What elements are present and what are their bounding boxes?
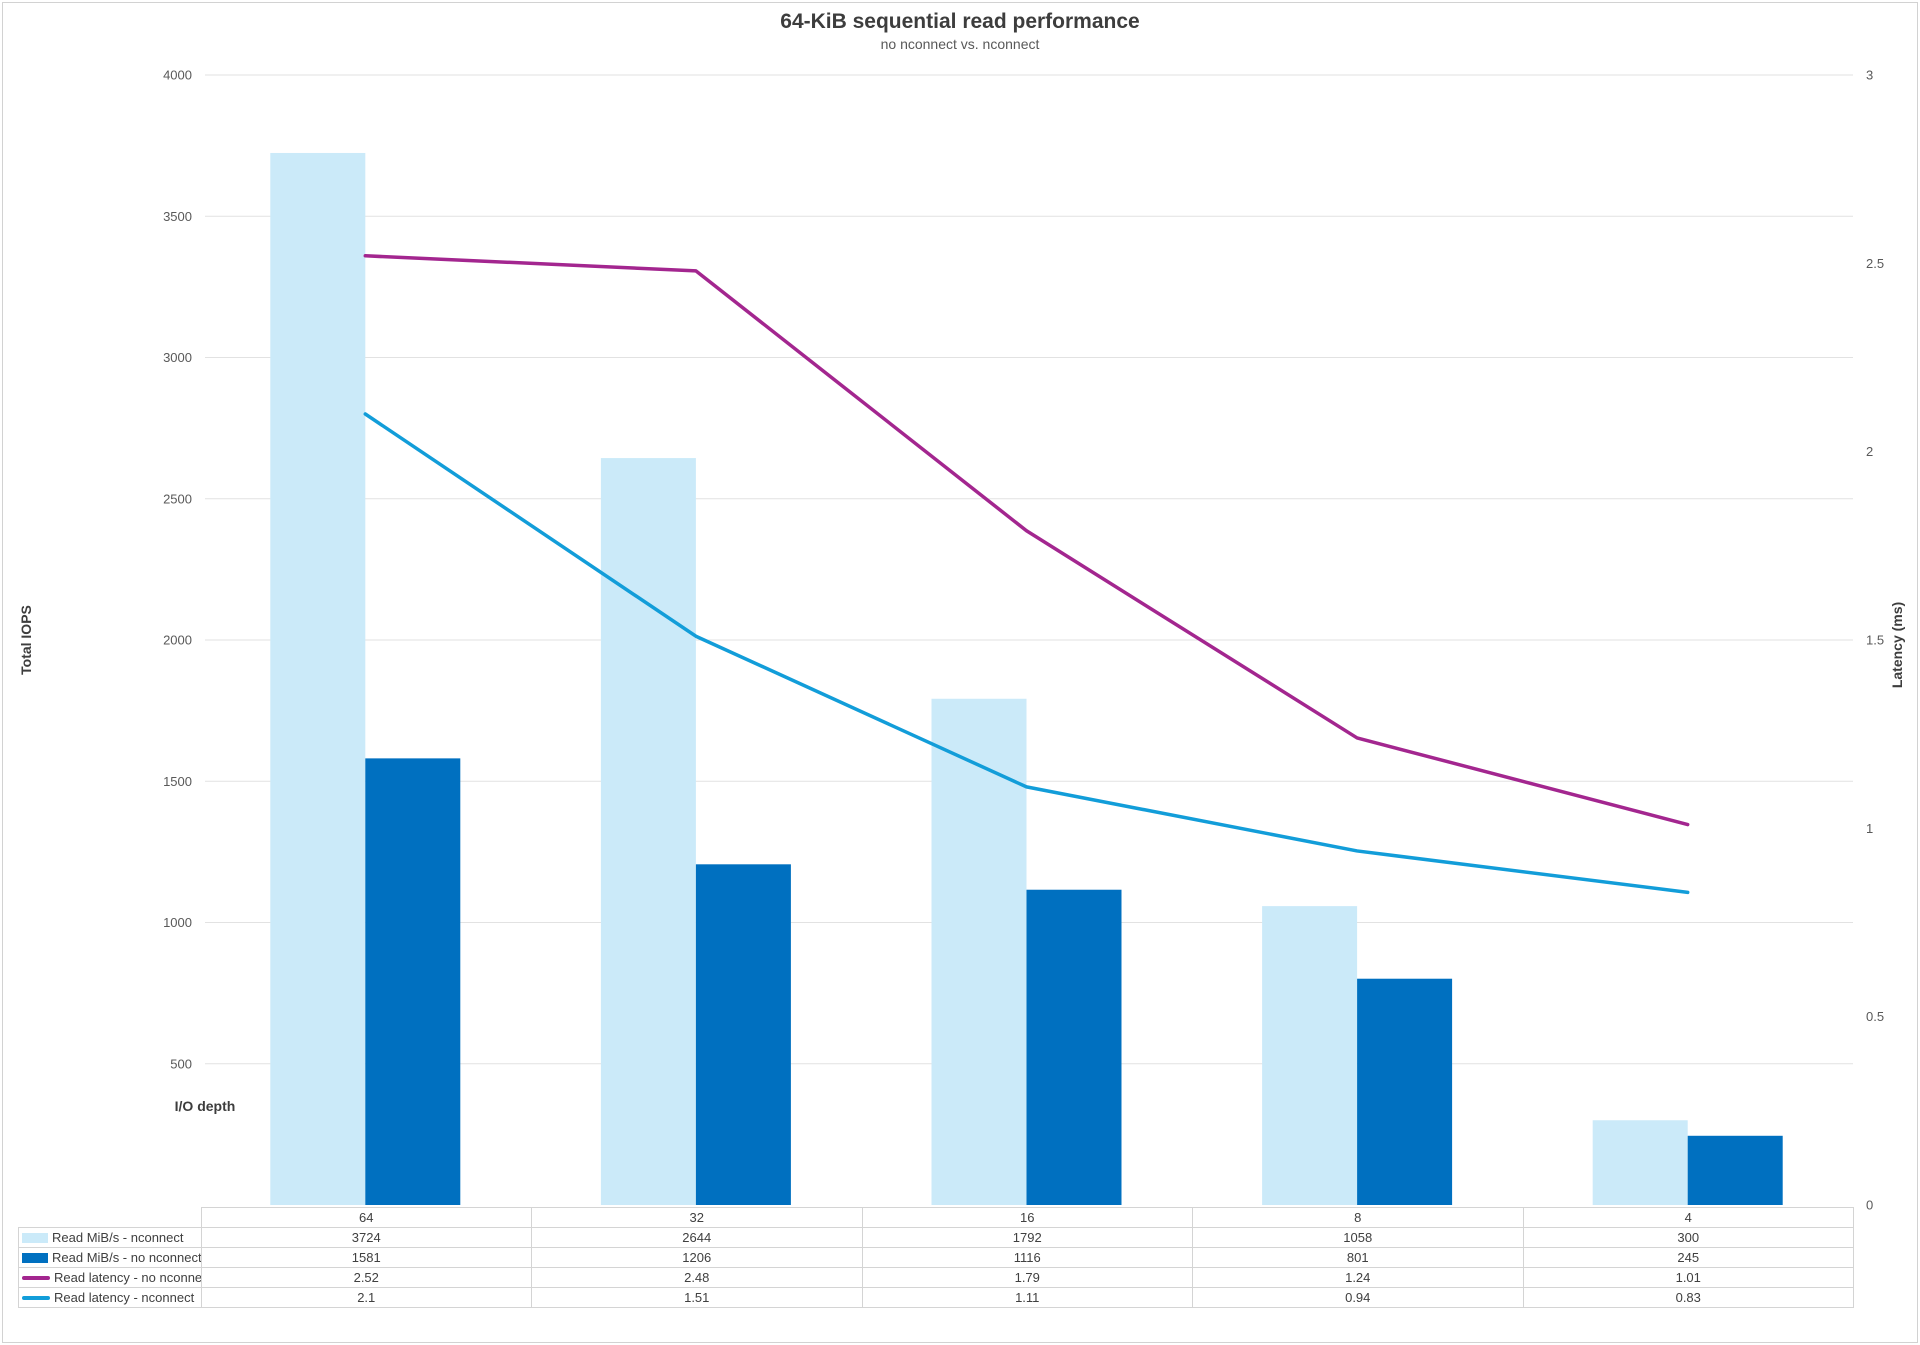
legend-label: Read latency - no nconnect	[54, 1270, 201, 1286]
table-header-row: 64 32 16 8 4	[19, 1207, 1854, 1228]
value-cell: 1.24	[1192, 1267, 1524, 1288]
right-axis-tick-label: 2	[1866, 444, 1873, 459]
line-read-latency-nconnect	[363, 412, 1690, 895]
left-axis-tick-label: 3000	[163, 350, 192, 365]
left-axis-tick-label: 500	[170, 1056, 192, 1071]
value-cell: 0.83	[1522, 1287, 1854, 1308]
left-axis-tick-label: 4000	[163, 68, 192, 83]
data-table: 64 32 16 8 4 Read MiB/s - nconnect 3724 2644 179…	[18, 1207, 1854, 1308]
left-axis-tick-label: 1000	[163, 915, 192, 930]
table-row: Read latency - nconnect 2.1 1.51 1.11 0.94 0.…	[18, 1287, 1854, 1308]
category-header-cell: 64	[200, 1207, 532, 1228]
category-header-cell: 16	[861, 1207, 1193, 1228]
value-cell: 2.52	[200, 1267, 532, 1288]
right-axis-tick-label: 0	[1866, 1198, 1873, 1213]
value-cell: 1.51	[531, 1287, 863, 1308]
value-cell: 2.1	[200, 1287, 532, 1308]
legend-cell: Read latency - no nconnect	[18, 1267, 202, 1288]
value-cell: 3724	[200, 1227, 532, 1248]
bar-read-mib-s-nconnect-64	[270, 152, 366, 1206]
value-cell: 0.94	[1192, 1287, 1524, 1308]
value-cell: 1792	[861, 1227, 1193, 1248]
legend-label: Read latency - nconnect	[54, 1290, 195, 1306]
category-header-cell: 4	[1522, 1207, 1854, 1228]
value-cell: 1058	[1192, 1227, 1524, 1248]
legend-cell: Read MiB/s - no nconnect	[18, 1247, 202, 1268]
right-axis-tick-label: 1.5	[1866, 633, 1884, 648]
legend-line-swatch	[22, 1296, 50, 1301]
bar-read-mib-s-nconnect-4	[1592, 1120, 1688, 1205]
value-cell: 2.48	[531, 1267, 863, 1288]
bar-read-mib-s-no-nconnect-32	[695, 864, 791, 1205]
value-cell: 2644	[531, 1227, 863, 1248]
bar-read-mib-s-no-nconnect-8	[1357, 978, 1453, 1205]
legend-bar-swatch	[22, 1233, 48, 1244]
legend-label: Read MiB/s - nconnect	[52, 1230, 184, 1246]
bar-read-mib-s-nconnect-32	[600, 458, 696, 1205]
right-axis-tick-label: 0.5	[1866, 1009, 1884, 1024]
value-cell: 1.01	[1522, 1267, 1854, 1288]
chart-subtitle: no nconnect vs. nconnect	[880, 36, 1040, 52]
table-corner-cell	[19, 1208, 202, 1228]
legend-cell: Read latency - nconnect	[18, 1287, 202, 1308]
left-axis-tick-label: 3500	[163, 209, 192, 224]
value-cell: 1206	[531, 1247, 863, 1268]
chart-title: 64-KiB sequential read performance	[780, 10, 1140, 33]
table-row: Read MiB/s - nconnect 3724 2644 1792 1058 300	[18, 1227, 1854, 1248]
line-read-latency-no-nconnect	[363, 254, 1690, 827]
value-cell: 1.11	[861, 1287, 1193, 1308]
left-axis-tick-label: 2500	[163, 491, 192, 506]
table-row: Read latency - no nconnect 2.52 2.48 1.79 1.…	[18, 1267, 1854, 1288]
x-axis-title: I/O depth	[174, 1098, 236, 1114]
value-cell: 801	[1192, 1247, 1524, 1268]
right-axis-tick-label: 1	[1866, 821, 1873, 836]
bar-read-mib-s-no-nconnect-4	[1687, 1135, 1783, 1205]
value-cell: 1116	[861, 1247, 1193, 1268]
legend-bar-swatch	[22, 1253, 48, 1264]
value-cell: 1581	[200, 1247, 532, 1268]
bar-read-mib-s-nconnect-8	[1262, 906, 1358, 1205]
category-header-cell: 32	[531, 1207, 863, 1228]
legend-label: Read MiB/s - no nconnect	[52, 1250, 201, 1266]
right-axis-tick-label: 2.5	[1866, 256, 1884, 271]
bar-read-mib-s-no-nconnect-64	[365, 758, 461, 1205]
value-cell: 1.79	[861, 1267, 1193, 1288]
value-cell: 300	[1522, 1227, 1854, 1248]
right-axis-tick-label: 3	[1866, 68, 1873, 83]
table-row: Read MiB/s - no nconnect 1581 1206 1116 801 2…	[18, 1247, 1854, 1268]
legend-cell: Read MiB/s - nconnect	[18, 1227, 202, 1248]
value-cell: 245	[1522, 1247, 1854, 1268]
bar-read-mib-s-nconnect-16	[931, 698, 1027, 1205]
legend-line-swatch	[22, 1276, 50, 1281]
left-axis-tick-label: 2000	[163, 633, 192, 648]
category-header-cell: 8	[1192, 1207, 1524, 1228]
left-axis-tick-label: 1500	[163, 774, 192, 789]
bar-read-mib-s-no-nconnect-16	[1026, 889, 1122, 1205]
